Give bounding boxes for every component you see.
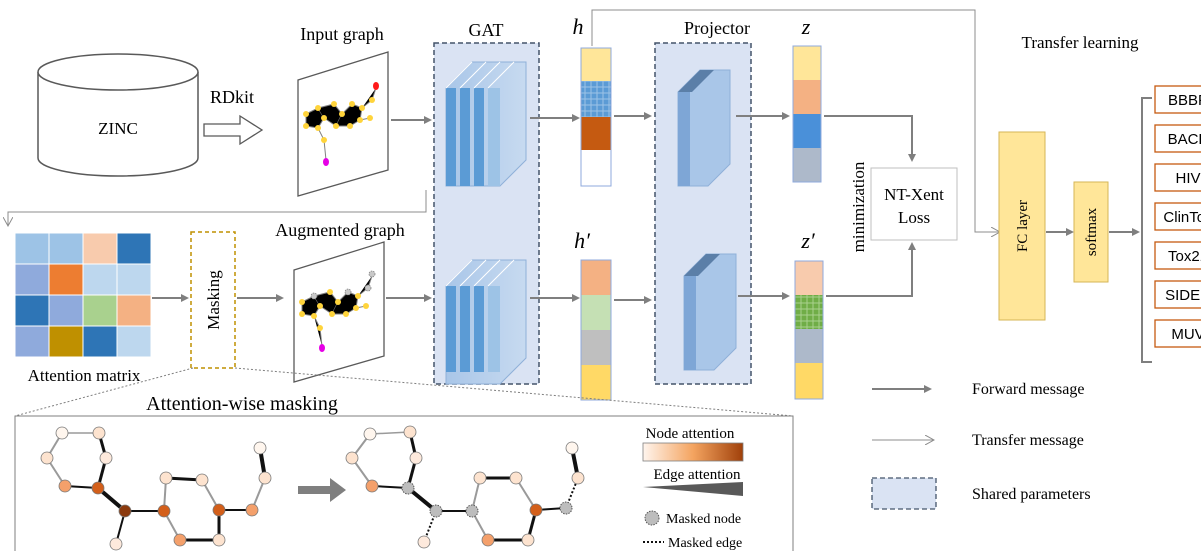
node-attention-colorbar [642, 442, 744, 462]
molecule-attention-weighted [40, 426, 272, 551]
masking-detail-panel [14, 415, 794, 551]
attention-cell [116, 263, 152, 296]
zinc-database-icon: ZINC [37, 53, 199, 177]
zinc-label: ZINC [98, 119, 138, 138]
softmax-box [1073, 181, 1109, 283]
attention-cell [48, 294, 84, 327]
attention-cell [116, 325, 152, 358]
projector-layer-bottom [683, 253, 737, 371]
task-label-muv: MUV [1171, 326, 1201, 343]
z-label: z [801, 14, 811, 39]
softmax-label: softmax [1084, 207, 1100, 256]
rdkit-label: RDkit [210, 87, 254, 107]
zoom-line-right [234, 367, 794, 417]
transfer-message-label: Transfer message [972, 432, 1084, 449]
masking-box [190, 231, 236, 369]
gat-title: GAT [469, 20, 504, 40]
gat-layers-bottom [445, 259, 527, 385]
nt-xent-loss-box [870, 167, 958, 241]
edge-attention-label: Edge attention [653, 467, 741, 483]
augmented-graph-title: Augmented graph [275, 220, 404, 240]
task-label-sider: SIDER [1165, 287, 1201, 304]
fc-layer-box [998, 131, 1046, 321]
attention-cell [48, 263, 84, 296]
attention-cell [14, 294, 50, 327]
attention-wise-masking-title: Attention-wise masking [146, 393, 338, 415]
attention-matrix [14, 232, 152, 358]
attention-cell [48, 232, 84, 265]
h-vector [580, 47, 612, 187]
loss-label-line1: NT-Xent [884, 185, 944, 204]
input-graph-title: Input graph [300, 24, 383, 44]
z-prime-label: z′ [800, 228, 816, 253]
z-vector [792, 45, 822, 183]
attention-cell [82, 325, 118, 358]
input-graph-panel [297, 51, 389, 197]
attention-cell [82, 232, 118, 265]
task-label-bace: BACE [1168, 131, 1201, 148]
attention-matrix-label: Attention matrix [28, 366, 141, 385]
task-label-tox21: Tox21 [1168, 248, 1201, 265]
attention-cell [14, 263, 50, 296]
masking-label: Masking [204, 270, 223, 330]
transfer-learning-title: Transfer learning [1022, 33, 1139, 52]
node-attention-label: Node attention [646, 426, 735, 442]
attention-cell [48, 325, 84, 358]
shared-parameters-swatch [871, 477, 937, 510]
fc-layer-label: FC layer [1015, 200, 1031, 252]
task-label-bbbp: BBBP [1168, 92, 1201, 109]
shared-parameters-label: Shared parameters [972, 486, 1091, 503]
task-label-hiv: HIV [1175, 170, 1200, 187]
gat-layers-top [445, 61, 527, 187]
transfer-arrow-gat-to-matrix [8, 190, 427, 226]
attention-cell [116, 294, 152, 327]
task-box-sider [1154, 280, 1201, 309]
task-box-hiv [1154, 163, 1201, 192]
task-label-clintox: ClinTox [1163, 209, 1201, 226]
task-box-tox21 [1154, 241, 1201, 270]
edge-attention-wedge-icon [643, 482, 743, 496]
zoom-line-left [14, 367, 194, 417]
projector-title: Projector [684, 18, 750, 38]
augmented-graph-panel [293, 241, 385, 383]
masked-edge-label: Masked edge [668, 536, 742, 551]
task-box-muv [1154, 319, 1201, 348]
attention-cell [14, 232, 50, 265]
arrow-zprime-to-loss [826, 242, 916, 297]
task-box-clintox [1154, 202, 1201, 231]
h-prime-label: h′ [574, 228, 591, 253]
attention-cell [116, 232, 152, 265]
task-bracket [1141, 97, 1152, 363]
masked-node-icon [644, 510, 660, 526]
attention-cell [82, 294, 118, 327]
h-label: h [573, 14, 584, 39]
loss-label-line2: Loss [898, 208, 930, 227]
arrow-masking-detail [298, 478, 346, 502]
task-list: BBBP BACE HIV ClinTox Tox21 SIDER MUV [1154, 85, 1201, 348]
transfer-arrow-h-to-fc [591, 9, 1000, 232]
attention-cell [82, 263, 118, 296]
masked-node-label: Masked node [666, 512, 741, 527]
arrow-z-to-loss [824, 115, 916, 162]
minimization-label: minimization [849, 161, 868, 252]
task-box-bace [1154, 124, 1201, 153]
rdkit-arrow-icon [203, 114, 264, 146]
attention-cell [14, 325, 50, 358]
task-box-bbbp [1154, 85, 1201, 114]
z-prime-vector [794, 260, 824, 400]
h-prime-vector [580, 259, 612, 401]
forward-message-label: Forward message [972, 381, 1084, 398]
projector-layer-top [677, 69, 731, 187]
molecule-masked [345, 425, 585, 549]
